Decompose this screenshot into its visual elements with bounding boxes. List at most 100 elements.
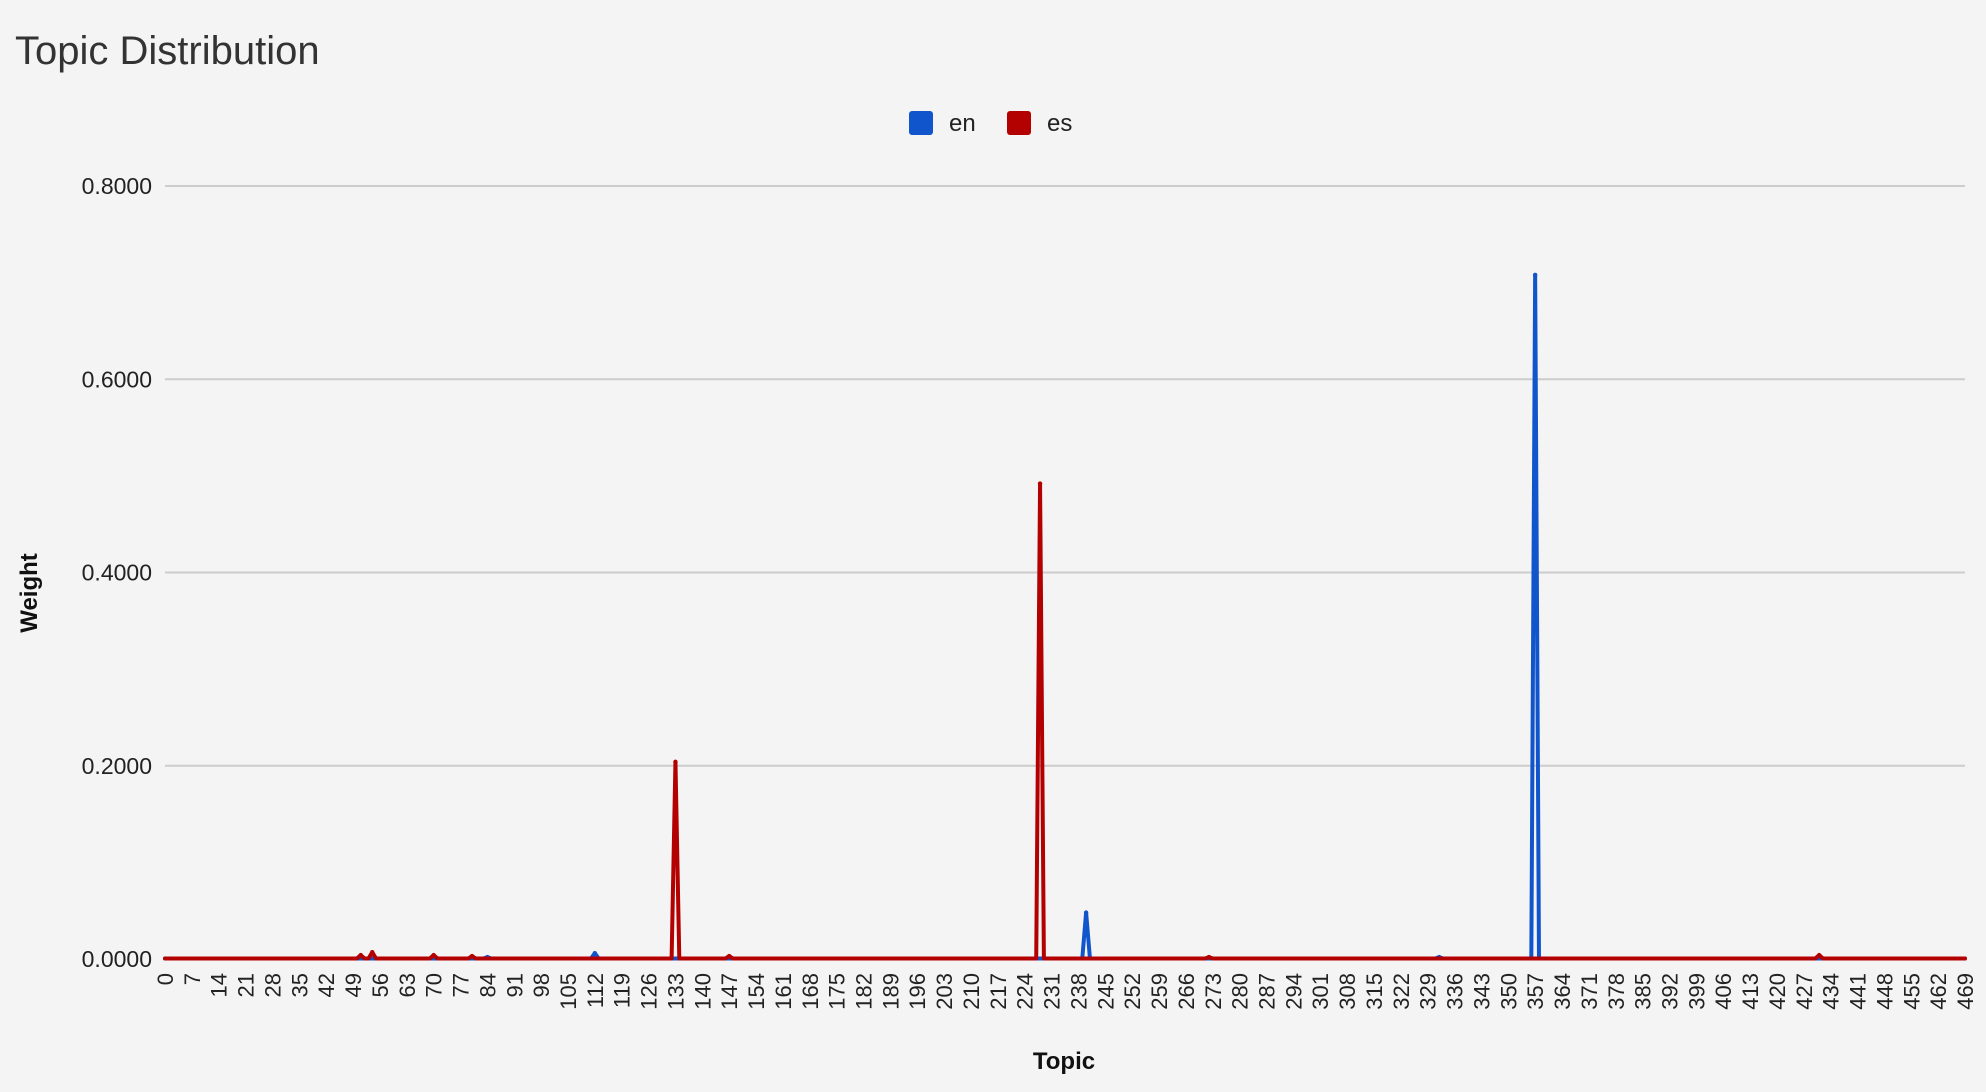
x-tick-label: 448 <box>1872 973 1897 1010</box>
x-tick-label: 287 <box>1254 973 1279 1010</box>
data-point-es <box>469 953 475 959</box>
x-tick-label: 56 <box>368 973 393 997</box>
x-tick-label: 77 <box>449 973 474 997</box>
y-tick-label: 0.8000 <box>82 173 152 199</box>
x-tick-label: 364 <box>1550 973 1575 1010</box>
series-line-es <box>163 481 1967 961</box>
x-tick-label: 119 <box>610 973 635 1008</box>
data-point-es <box>726 953 732 959</box>
x-tick-label: 357 <box>1523 973 1548 1010</box>
x-tick-label: 21 <box>234 973 259 997</box>
x-tick-label: 420 <box>1765 973 1790 1010</box>
x-tick-label: 147 <box>717 973 742 1010</box>
x-tick-label: 91 <box>502 973 527 997</box>
x-tick-label: 441 <box>1846 973 1871 1010</box>
data-point-en <box>1083 910 1089 915</box>
x-tick-label: 7 <box>180 973 205 985</box>
x-tick-label: 427 <box>1792 973 1817 1010</box>
x-tick-label: 70 <box>422 973 447 997</box>
x-tick-label: 259 <box>1147 973 1172 1010</box>
gridlines <box>165 185 1965 767</box>
x-tick-label: 315 <box>1362 973 1387 1010</box>
y-tick-label: 0.0000 <box>82 946 152 972</box>
x-tick-label: 434 <box>1819 973 1844 1010</box>
x-tick-label: 126 <box>637 973 662 1010</box>
x-tick-label: 252 <box>1120 973 1145 1010</box>
x-tick-label: 49 <box>341 973 366 997</box>
x-axis-ticks: 0 7 14 21 28 35 42 49 56 63 70 77 84 91 98 105 112 119 126… <box>153 973 1978 1010</box>
y-tick-label: 0.2000 <box>82 753 152 779</box>
data-point-es <box>673 759 678 765</box>
x-tick-label: 392 <box>1657 973 1682 1010</box>
data-point-es <box>1206 954 1212 960</box>
legend-label-es: es <box>1047 110 1072 137</box>
x-tick-label: 203 <box>932 973 957 1010</box>
x-tick-label: 469 <box>1953 973 1978 1010</box>
x-tick-label: 294 <box>1281 973 1306 1010</box>
x-tick-label: 182 <box>852 973 877 1010</box>
series-layer <box>163 272 1967 961</box>
x-tick-label: 413 <box>1738 973 1763 1010</box>
data-point-es <box>358 952 363 958</box>
x-tick-label: 224 <box>1013 973 1038 1010</box>
x-tick-label: 105 <box>556 973 581 1010</box>
x-tick-label: 301 <box>1308 973 1333 1010</box>
x-tick-label: 308 <box>1335 973 1360 1010</box>
x-tick-label: 266 <box>1174 973 1199 1010</box>
y-tick-label: 0.4000 <box>82 560 152 586</box>
x-tick-label: 168 <box>798 973 823 1010</box>
x-tick-label: 28 <box>260 973 285 997</box>
data-point-en <box>1532 272 1538 278</box>
x-tick-label: 238 <box>1066 973 1091 1010</box>
x-tick-label: 406 <box>1711 973 1736 1010</box>
x-tick-label: 385 <box>1631 973 1656 1010</box>
x-tick-label: 217 <box>986 973 1011 1010</box>
data-point-en <box>592 951 598 956</box>
series-line-en <box>163 272 1967 961</box>
x-tick-label: 280 <box>1228 973 1253 1010</box>
data-point-es <box>370 950 375 955</box>
legend-label-en: en <box>949 110 976 137</box>
x-tick-label: 84 <box>475 973 500 997</box>
x-tick-label: 231 <box>1040 973 1065 1010</box>
y-axis-ticks: 0.0000 0.2000 0.4000 0.6000 0.8000 <box>82 173 152 972</box>
y-axis-title: Weight <box>16 553 43 633</box>
x-tick-label: 189 <box>878 973 903 1010</box>
x-tick-label: 133 <box>663 973 688 1010</box>
x-tick-label: 42 <box>314 973 339 997</box>
x-tick-label: 63 <box>395 973 420 997</box>
x-tick-label: 98 <box>529 973 554 997</box>
x-tick-label: 399 <box>1684 973 1709 1010</box>
x-tick-label: 322 <box>1389 973 1414 1010</box>
x-tick-label: 112 <box>583 973 608 1008</box>
x-tick-label: 196 <box>905 973 930 1010</box>
x-tick-label: 378 <box>1604 973 1629 1010</box>
x-tick-label: 371 <box>1577 973 1602 1010</box>
x-tick-label: 336 <box>1443 973 1468 1010</box>
x-tick-label: 140 <box>690 973 715 1010</box>
x-tick-label: 161 <box>771 973 796 1010</box>
x-tick-label: 14 <box>207 973 232 997</box>
x-tick-label: 245 <box>1093 973 1118 1010</box>
y-tick-label: 0.6000 <box>82 366 152 392</box>
x-axis-title: Topic <box>1033 1048 1095 1075</box>
data-point-es <box>431 952 436 958</box>
legend-swatch-en <box>909 111 933 135</box>
x-tick-label: 273 <box>1201 973 1226 1010</box>
legend: en es <box>909 110 1072 137</box>
x-tick-label: 154 <box>744 973 769 1010</box>
x-tick-label: 455 <box>1899 973 1924 1010</box>
data-point-es <box>1816 952 1822 958</box>
x-tick-label: 462 <box>1926 973 1951 1010</box>
x-tick-label: 329 <box>1416 973 1441 1010</box>
chart-title: Topic Distribution <box>15 29 320 73</box>
legend-swatch-es <box>1007 111 1031 135</box>
x-tick-label: 35 <box>287 973 312 997</box>
x-tick-label: 343 <box>1469 973 1494 1010</box>
x-tick-label: 175 <box>825 973 850 1010</box>
x-tick-label: 210 <box>959 973 984 1010</box>
x-tick-label: 350 <box>1496 973 1521 1010</box>
data-point-es <box>1037 481 1043 486</box>
